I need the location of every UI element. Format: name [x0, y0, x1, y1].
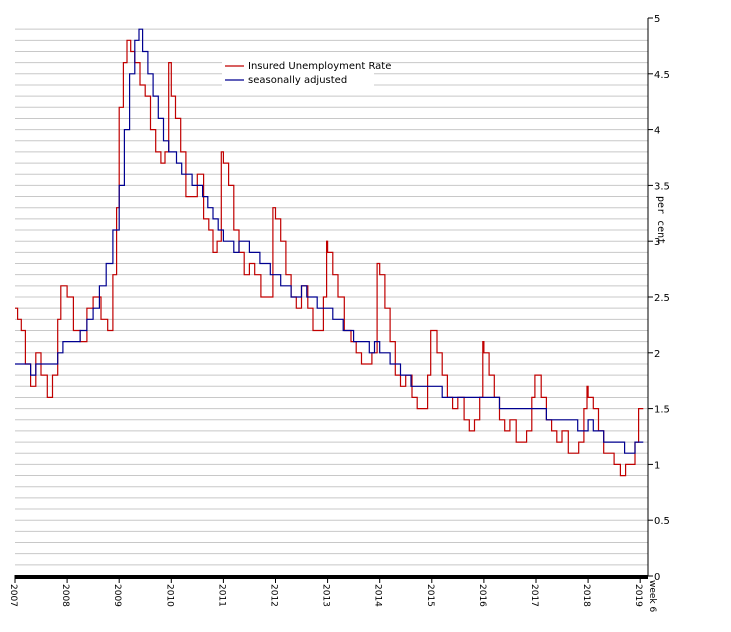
- y-tick-label: 3: [654, 237, 660, 248]
- y-tick-label: 2: [654, 349, 660, 360]
- x-tick-label: 2019: [633, 584, 643, 607]
- y-tick-label: 1: [654, 460, 660, 471]
- x-tick-label: 2017: [529, 584, 539, 607]
- grid: [15, 28, 648, 566]
- y-tick-label: 3.5: [654, 181, 670, 192]
- y-tick-label: 5: [654, 14, 660, 25]
- series-lines: [15, 28, 644, 477]
- legend-box: [222, 54, 374, 88]
- x-tick-label: 2008: [60, 584, 70, 607]
- series-line-1: [15, 39, 644, 477]
- y-tick-label: 0: [654, 572, 660, 583]
- x-tick-label: 2009: [112, 584, 122, 607]
- x-tick-label: 2014: [373, 584, 383, 607]
- x-tick-label: 2016: [477, 584, 487, 607]
- y-tick-label: 4: [654, 126, 660, 137]
- y-tick-label: 0.5: [654, 516, 670, 527]
- y-tick-label: 2.5: [654, 293, 670, 304]
- x-tick-label: 2015: [425, 584, 435, 607]
- x-tick-label: 2010: [164, 584, 174, 607]
- legend: Insured Unemployment Rate seasonally adj…: [222, 54, 391, 88]
- x-tick-label: 2011: [216, 584, 226, 607]
- series-line-2: [15, 28, 644, 454]
- axes: 0 0.5 1 1.5 2 2.5 3 3.5 4 4.5 5 2007 2008 2009 2010 201…: [8, 14, 670, 613]
- legend-label-series-1: Insured Unemployment Rate: [248, 61, 391, 72]
- y-tick-label: 4.5: [654, 70, 670, 81]
- x-tick-label: 2013: [321, 584, 331, 607]
- legend-label-series-2: seasonally adjusted: [248, 75, 347, 86]
- x-axis-band: [15, 575, 648, 579]
- y-axis-label: per cent: [655, 196, 666, 244]
- x-tick-label: 2012: [268, 584, 278, 607]
- x-end-label: week 6: [647, 580, 657, 613]
- x-tick-label: 2018: [581, 584, 591, 607]
- x-tick-label: 2007: [8, 584, 18, 607]
- y-tick-label: 1.5: [654, 405, 670, 416]
